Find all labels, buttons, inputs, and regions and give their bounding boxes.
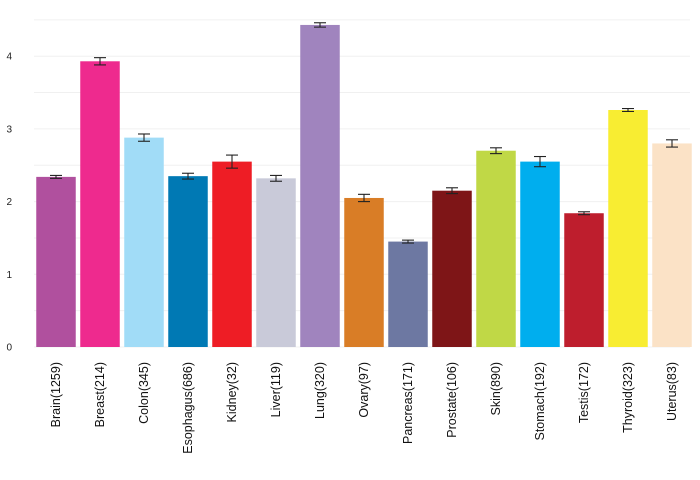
x-tick-label: Thyroid(323) xyxy=(621,362,635,433)
error-bar xyxy=(138,133,150,142)
y-tick-label: 2 xyxy=(6,197,12,208)
x-tick-label: Uterus(83) xyxy=(665,362,679,421)
bar xyxy=(608,109,648,347)
bar xyxy=(124,137,164,347)
x-axis: Brain(1259) Breast(214) Colon(345) Esophagu… xyxy=(49,362,679,454)
x-tick-label: Esophagus(686) xyxy=(181,362,195,454)
error-bar xyxy=(402,239,414,244)
error-bar xyxy=(578,211,590,216)
error-bar xyxy=(622,107,634,113)
bar xyxy=(652,143,692,347)
error-bar xyxy=(226,154,238,169)
bar xyxy=(520,161,560,347)
error-bar xyxy=(314,22,326,28)
error-bar xyxy=(534,155,546,168)
bar xyxy=(36,176,76,347)
x-tick-label: Liver(119) xyxy=(269,362,283,417)
bar xyxy=(168,176,208,347)
x-tick-label: Ovary(97) xyxy=(357,362,371,418)
bar xyxy=(344,197,384,347)
bar xyxy=(300,24,340,348)
bar xyxy=(80,61,120,347)
x-tick-label: Lung(320) xyxy=(313,362,327,419)
x-tick-label: Pancreas(171) xyxy=(401,362,415,444)
y-tick-label: 3 xyxy=(6,124,12,135)
error-bar xyxy=(666,139,678,148)
bar xyxy=(476,150,516,347)
y-tick-label: 0 xyxy=(6,343,12,354)
x-tick-label: Prostate(106) xyxy=(445,362,459,438)
y-tick-label: 4 xyxy=(6,52,12,63)
bar xyxy=(212,161,252,347)
bar xyxy=(388,241,428,347)
bar xyxy=(256,178,296,347)
error-bar xyxy=(94,57,106,66)
error-bar xyxy=(358,193,370,203)
x-tick-label: Colon(345) xyxy=(137,362,151,424)
bar xyxy=(432,190,472,347)
x-tick-label: Skin(890) xyxy=(489,362,503,416)
x-tick-label: Breast(214) xyxy=(93,362,107,427)
y-tick-label: 1 xyxy=(6,270,12,281)
bar xyxy=(564,213,604,347)
error-bar xyxy=(182,172,194,180)
error-bars xyxy=(50,22,678,244)
bars xyxy=(36,24,692,348)
error-bar xyxy=(490,147,502,155)
x-tick-label: Testis(172) xyxy=(577,362,591,423)
y-axis: 0 1 2 3 4 xyxy=(6,52,12,354)
x-tick-label: Kidney(32) xyxy=(225,362,239,422)
error-bar xyxy=(446,187,458,195)
error-bar xyxy=(270,174,282,182)
x-tick-label: Stomach(192) xyxy=(533,362,547,441)
error-bar xyxy=(50,174,62,179)
x-tick-label: Brain(1259) xyxy=(49,362,63,427)
